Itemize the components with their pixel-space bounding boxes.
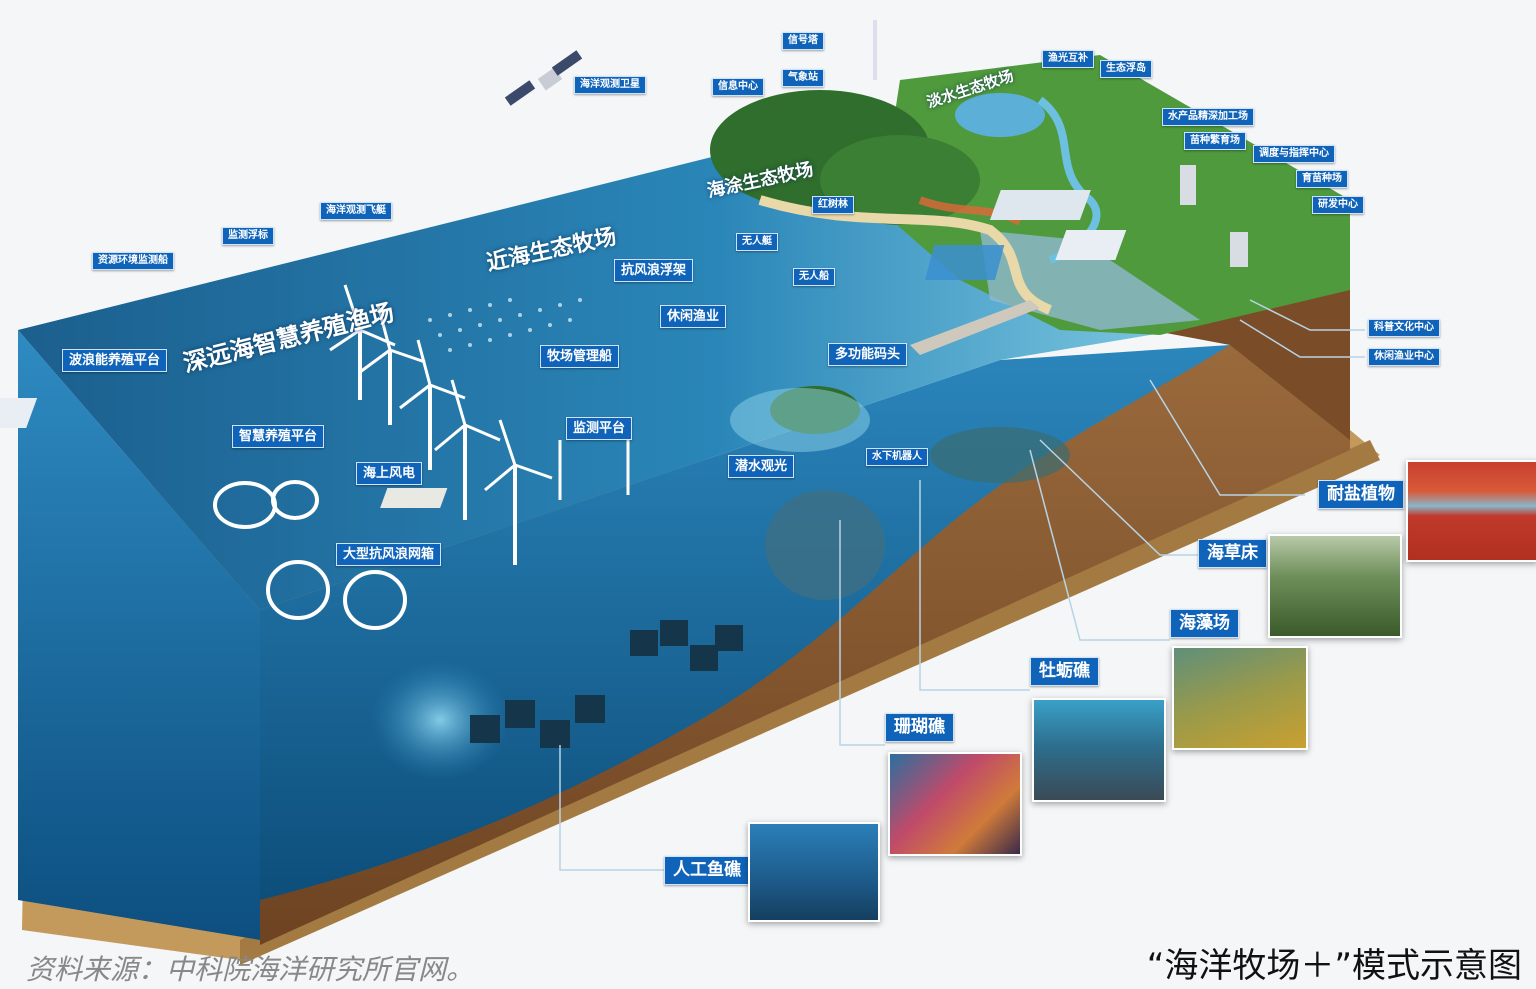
label-usv1: 无人艇 [736, 233, 778, 251]
seabed [260, 345, 1350, 945]
label-monitor-platform: 监测平台 [566, 417, 633, 440]
label-env-monitor-ship: 资源环境监测船 [92, 252, 174, 270]
label-monitor-buoy: 监测浮标 [222, 227, 274, 245]
label-seed-base: 苗种繁育场 [1184, 132, 1246, 150]
satellite-icon [504, 50, 583, 106]
label-breeding: 育苗种场 [1296, 170, 1348, 188]
label-weather-station: 气象站 [782, 69, 824, 87]
label-big-cage: 大型抗风浪网箱 [336, 543, 442, 566]
sea-surface [18, 150, 1180, 610]
label-artificial-reef: 人工鱼礁 [664, 856, 750, 885]
label-fishery-solar: 渔光互补 [1042, 50, 1094, 68]
oyster-reef-photo [1032, 698, 1166, 802]
cage-ring [266, 560, 330, 620]
figure-caption: “海洋牧场＋”模式示意图 [1146, 946, 1522, 986]
label-info-center: 信息中心 [712, 78, 764, 96]
label-leisure-center: 休闲渔业中心 [1368, 348, 1440, 366]
label-dive-tour: 潜水观光 [728, 455, 795, 478]
leader-lines [559, 299, 1365, 871]
artificial-reef-blocks [470, 620, 743, 748]
monitor-platform-shape [380, 488, 448, 508]
seagrass-photo [1268, 534, 1402, 638]
factory-building [989, 190, 1091, 220]
seaweed-photo [1172, 646, 1308, 750]
label-coral-reef: 珊瑚礁 [885, 713, 954, 742]
label-offshore-wind: 海上风电 [356, 462, 423, 485]
coral-reef-photo [888, 752, 1022, 856]
label-signal-tower: 信号塔 [782, 32, 824, 50]
label-wave-platform: 波浪能养殖平台 [62, 349, 168, 372]
label-oyster-reef: 牡蛎礁 [1030, 657, 1099, 686]
label-multi-pier: 多功能码头 [828, 343, 908, 366]
label-processing: 水产品精深加工场 [1162, 108, 1254, 126]
pier [910, 300, 1040, 355]
label-smart-platform: 智慧养殖平台 [232, 425, 325, 448]
wave-platform-shape [0, 398, 38, 428]
label-usv2: 无人船 [793, 268, 835, 286]
raft-grid [428, 298, 582, 352]
sea-left-face [18, 330, 260, 940]
label-seaweed: 海藻场 [1170, 609, 1239, 638]
label-rnd-center: 研发中心 [1312, 196, 1364, 214]
wind-turbines [329, 284, 553, 565]
label-ranch-ship: 牧场管理船 [540, 345, 620, 368]
label-control-center: 调度与指挥中心 [1253, 145, 1335, 163]
cage-ring [343, 570, 407, 630]
fish-school [370, 660, 510, 780]
source-note: 资料来源：中科院海洋研究所官网。 [26, 953, 475, 986]
label-drone: 海洋观测飞艇 [320, 202, 392, 220]
label-salt-plants: 耐盐植物 [1318, 480, 1404, 509]
coral-mound [765, 490, 885, 600]
label-sci-center: 科普文化中心 [1368, 319, 1440, 337]
label-eco-pond: 生态浮岛 [1100, 60, 1152, 78]
label-mangrove: 红树林 [812, 196, 854, 214]
pond [955, 93, 1045, 137]
artificial-reef-photo [748, 822, 880, 922]
label-satellite: 海洋观测卫星 [574, 76, 646, 94]
label-seagrass: 海草床 [1198, 539, 1267, 568]
label-wind-raft: 抗风浪浮架 [614, 259, 694, 282]
label-leisure-fishery: 休闲渔业 [660, 305, 727, 328]
salt-plants-photo [1406, 460, 1536, 562]
label-uuv: 水下机器人 [866, 448, 928, 466]
